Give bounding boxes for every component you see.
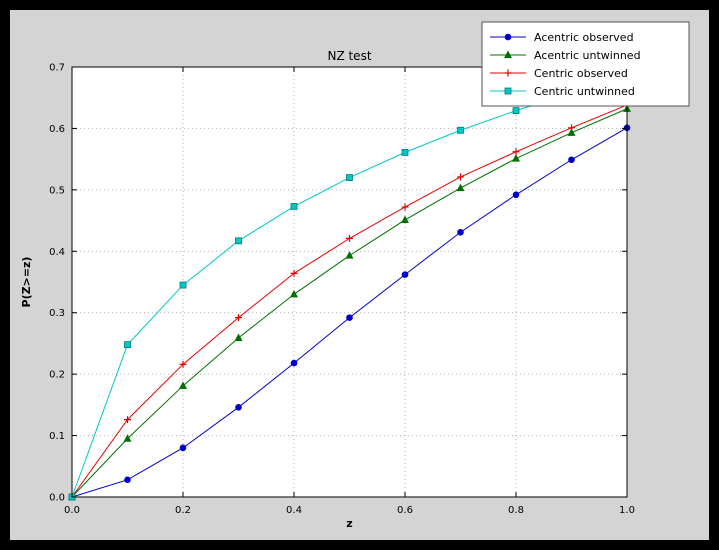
- x-axis-label: z: [346, 517, 352, 530]
- y-axis-label: P(Z>=z): [20, 257, 33, 308]
- x-tick-label: 0.4: [286, 505, 302, 516]
- axes-frame: [71, 66, 628, 498]
- ticks: [71, 66, 628, 498]
- legend-item-acentric-untwinned: Acentric untwinned: [490, 49, 641, 62]
- y-tick-label: 0.3: [49, 308, 65, 319]
- legend-box: [481, 21, 690, 107]
- legend-label: Centric untwinned: [534, 85, 635, 98]
- x-tick-label: 1.0: [619, 505, 635, 516]
- chart-canvas: 0.0 0.2 0.4 0.6 0.8 1.0 0.0 0.1 0.2 0.3 0.4 0.5 0.6 0…: [20, 21, 690, 530]
- legend-label: Acentric untwinned: [534, 49, 641, 62]
- figure: 0.0 0.2 0.4 0.6 0.8 1.0 0.0 0.1 0.2 0.3 0.4 0.5 0.6 0…: [10, 10, 709, 540]
- y-tick-label: 0.4: [49, 247, 65, 258]
- y-tick-label: 0.2: [49, 370, 65, 381]
- y-tick-label: 0.0: [49, 493, 65, 504]
- plot-area: [72, 67, 627, 497]
- x-tick-label: 0.0: [64, 505, 80, 516]
- x-tick-label: 0.6: [397, 505, 413, 516]
- legend-item-centric-observed: Centric observed: [490, 67, 628, 80]
- x-tick-label: 0.8: [508, 505, 524, 516]
- y-tick-label: 0.6: [49, 124, 65, 135]
- legend-item-centric-untwinned: Centric untwinned: [490, 85, 635, 98]
- chart-title: NZ test: [327, 49, 371, 63]
- y-tick-label: 0.7: [49, 63, 65, 74]
- x-tick-label: 0.2: [175, 505, 191, 516]
- y-tick-label: 0.1: [49, 431, 65, 442]
- y-tick-label: 0.5: [49, 185, 65, 196]
- legend-label: Centric observed: [534, 67, 628, 80]
- legend-item-acentric-observed: Acentric observed: [490, 31, 634, 44]
- legend-label: Acentric observed: [534, 31, 634, 44]
- legend: Acentric observed Acentric untwinned Centr…: [481, 21, 690, 107]
